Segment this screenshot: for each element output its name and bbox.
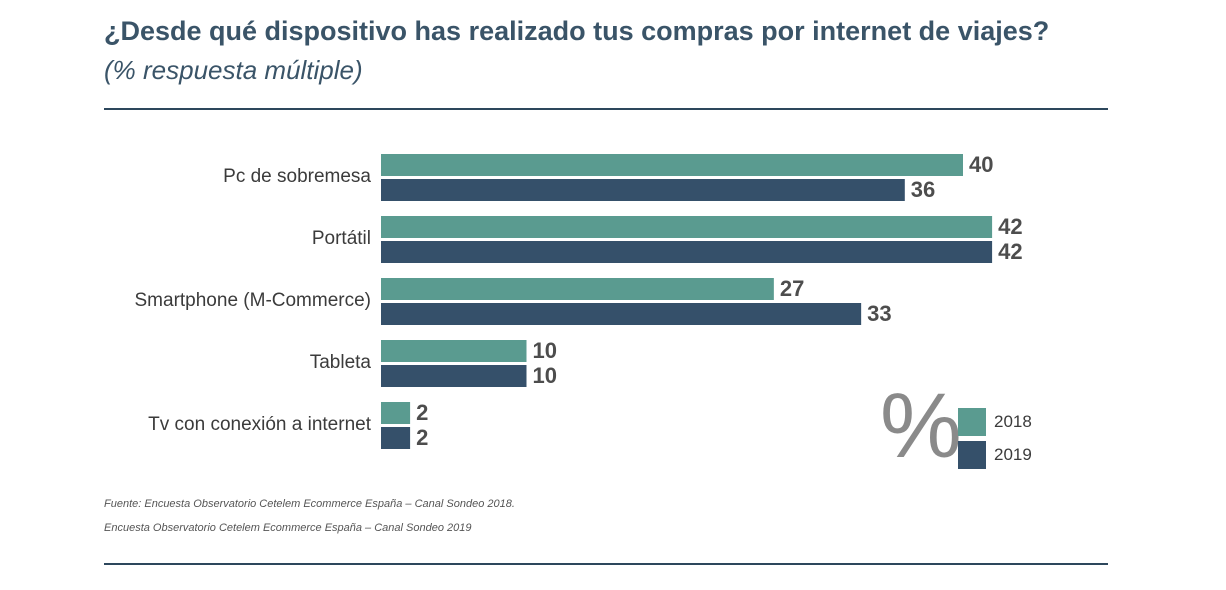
bar-tv-con-conexion-a-internet-2019 bbox=[381, 427, 411, 449]
legend-swatch-2018 bbox=[958, 408, 986, 436]
source-note-line2: Encuesta Observatorio Cetelem Ecommerce … bbox=[104, 522, 472, 534]
legend-item-2019: 2019 bbox=[958, 441, 1032, 469]
value-label-smartphone-m-commerce-2018: 27 bbox=[780, 276, 804, 301]
legend-label-2018: 2018 bbox=[994, 412, 1032, 431]
value-label-tv-con-conexion-a-internet-2018: 2 bbox=[416, 400, 428, 425]
top-divider bbox=[104, 108, 1108, 110]
percent-symbol: % bbox=[880, 375, 962, 477]
value-label-portatil-2018: 42 bbox=[998, 214, 1022, 239]
category-label-portatil: Portátil bbox=[312, 228, 371, 249]
value-label-smartphone-m-commerce-2019: 33 bbox=[867, 301, 891, 326]
bar-portatil-2018 bbox=[381, 216, 993, 238]
chart-title: ¿Desde qué dispositivo has realizado tus… bbox=[104, 16, 1050, 46]
bar-tv-con-conexion-a-internet-2018 bbox=[381, 402, 411, 424]
value-label-tv-con-conexion-a-internet-2019: 2 bbox=[416, 425, 428, 450]
value-label-pc-de-sobremesa-2019: 36 bbox=[911, 177, 935, 202]
value-label-portatil-2019: 42 bbox=[998, 239, 1022, 264]
category-label-tableta: Tableta bbox=[310, 352, 372, 373]
bar-smartphone-m-commerce-2018 bbox=[381, 278, 774, 300]
bar-smartphone-m-commerce-2019 bbox=[381, 303, 862, 325]
bar-tableta-2019 bbox=[381, 365, 527, 387]
value-label-tableta-2019: 10 bbox=[533, 363, 557, 388]
source-note-line1: Fuente: Encuesta Observatorio Cetelem Ec… bbox=[104, 498, 515, 510]
value-label-tableta-2018: 10 bbox=[533, 338, 557, 363]
legend-swatch-2019 bbox=[958, 441, 986, 469]
bar-portatil-2019 bbox=[381, 241, 993, 263]
legend-item-2018: 2018 bbox=[958, 408, 1032, 436]
category-label-smartphone-m-commerce: Smartphone (M-Commerce) bbox=[135, 290, 372, 311]
category-label-pc-de-sobremesa: Pc de sobremesa bbox=[223, 166, 371, 187]
category-label-tv-con-conexion-a-internet: Tv con conexión a internet bbox=[148, 414, 372, 435]
bar-pc-de-sobremesa-2019 bbox=[381, 179, 905, 201]
bottom-divider bbox=[104, 563, 1108, 565]
value-label-pc-de-sobremesa-2018: 40 bbox=[969, 152, 993, 177]
bar-tableta-2018 bbox=[381, 340, 527, 362]
chart-subtitle: (% respuesta múltiple) bbox=[104, 55, 363, 85]
bar-pc-de-sobremesa-2018 bbox=[381, 154, 963, 176]
legend-label-2019: 2019 bbox=[994, 445, 1032, 464]
